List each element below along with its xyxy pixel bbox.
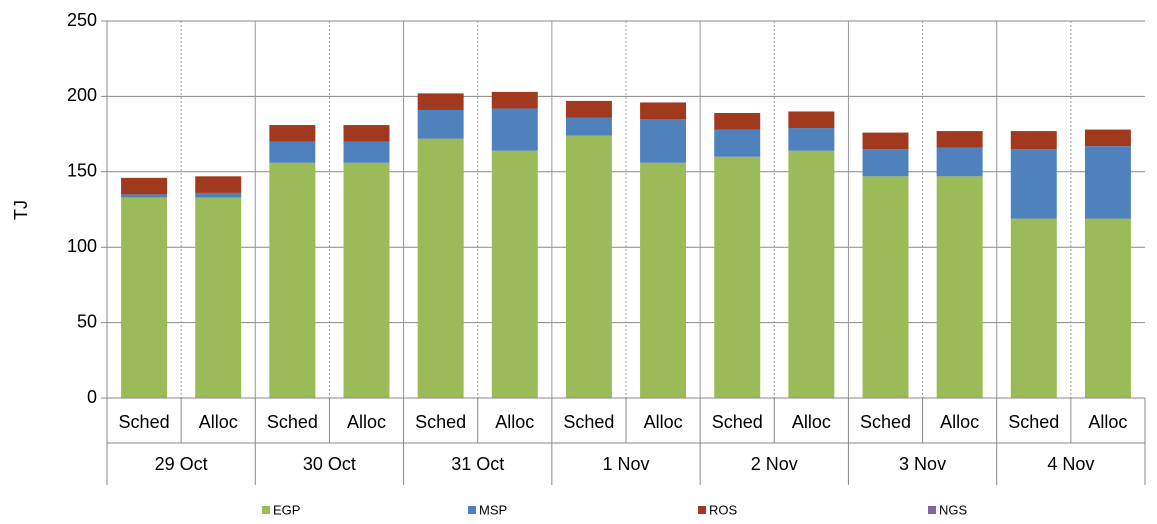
- y-tick-label: 0: [87, 387, 97, 407]
- legend-label: ROS: [709, 502, 738, 517]
- bar-segment: [195, 192, 242, 198]
- y-tick-label: 100: [67, 236, 97, 256]
- legend-swatch: [262, 506, 270, 514]
- bar-segment: [343, 125, 390, 142]
- bar-segment: [862, 149, 909, 177]
- bar-segment: [269, 125, 316, 142]
- bar-segment: [640, 162, 687, 398]
- bar-segment: [936, 147, 983, 177]
- bar-segment: [1084, 218, 1131, 398]
- bar-segment: [491, 91, 538, 109]
- y-tick-label: 150: [67, 161, 97, 181]
- y-tick-label: 250: [67, 10, 97, 30]
- y-tick-label: 200: [67, 85, 97, 105]
- group-label: 3 Nov: [899, 454, 946, 474]
- x-tick-label: Sched: [860, 412, 911, 432]
- bar-segment: [936, 176, 983, 398]
- legend-swatch: [928, 506, 936, 514]
- bar-segment: [417, 138, 464, 398]
- legend-label: MSP: [479, 502, 507, 517]
- x-tick-label: Alloc: [1088, 412, 1127, 432]
- bar-segment: [121, 197, 168, 398]
- x-tick-label: Alloc: [199, 412, 238, 432]
- bar-segment: [1084, 146, 1131, 219]
- bar-segment: [417, 93, 464, 110]
- x-tick-label: Sched: [712, 412, 763, 432]
- bar-segment: [862, 132, 909, 150]
- group-label: 1 Nov: [602, 454, 649, 474]
- bar-segment: [936, 131, 983, 148]
- x-tick-label: Sched: [563, 412, 614, 432]
- bar-segment: [417, 109, 464, 139]
- bar-segment: [343, 141, 390, 163]
- bar-segment: [195, 197, 242, 398]
- bar-segment: [788, 128, 835, 151]
- group-label: 31 Oct: [451, 454, 504, 474]
- bar-segment: [491, 150, 538, 398]
- bar-segment: [121, 177, 168, 195]
- bar-segment: [491, 108, 538, 151]
- x-tick-label: Alloc: [792, 412, 831, 432]
- bar-segment: [565, 100, 612, 118]
- bar-segment: [121, 194, 168, 198]
- x-tick-label: Alloc: [495, 412, 534, 432]
- bar-segment: [640, 102, 687, 120]
- bar-segment: [343, 162, 390, 398]
- x-tick-label: Alloc: [347, 412, 386, 432]
- legend: EGP MSP ROS NGS: [262, 502, 968, 517]
- group-label: 29 Oct: [155, 454, 208, 474]
- bar-segment: [1084, 129, 1131, 147]
- bar-segment: [862, 176, 909, 398]
- bar-segment: [269, 141, 316, 163]
- bar-segment: [714, 112, 761, 130]
- bar-segment: [1010, 149, 1057, 219]
- y-axis-label: TJ: [11, 200, 31, 220]
- legend-label: NGS: [939, 502, 968, 517]
- x-tick-label: Alloc: [644, 412, 683, 432]
- group-label: 4 Nov: [1047, 454, 1094, 474]
- group-label: 2 Nov: [751, 454, 798, 474]
- bar-segment: [788, 150, 835, 398]
- legend-swatch: [468, 506, 476, 514]
- legend-label: EGP: [273, 502, 300, 517]
- x-tick-label: Sched: [1008, 412, 1059, 432]
- group-label: 30 Oct: [303, 454, 356, 474]
- bar-segment: [565, 117, 612, 136]
- x-tick-label: Sched: [415, 412, 466, 432]
- legend-swatch: [698, 506, 706, 514]
- bar-segment: [195, 176, 242, 193]
- bar-segment: [640, 119, 687, 163]
- bar-segment: [714, 129, 761, 157]
- x-tick-label: Sched: [119, 412, 170, 432]
- bar-segment: [788, 111, 835, 129]
- bar-segment: [714, 156, 761, 398]
- bar-segment: [1010, 218, 1057, 398]
- x-tick-label: Sched: [267, 412, 318, 432]
- bar-segment: [565, 135, 612, 398]
- bar-segment: [269, 162, 316, 398]
- y-tick-label: 50: [77, 311, 97, 331]
- x-tick-label: Alloc: [940, 412, 979, 432]
- bar-segment: [1010, 131, 1057, 150]
